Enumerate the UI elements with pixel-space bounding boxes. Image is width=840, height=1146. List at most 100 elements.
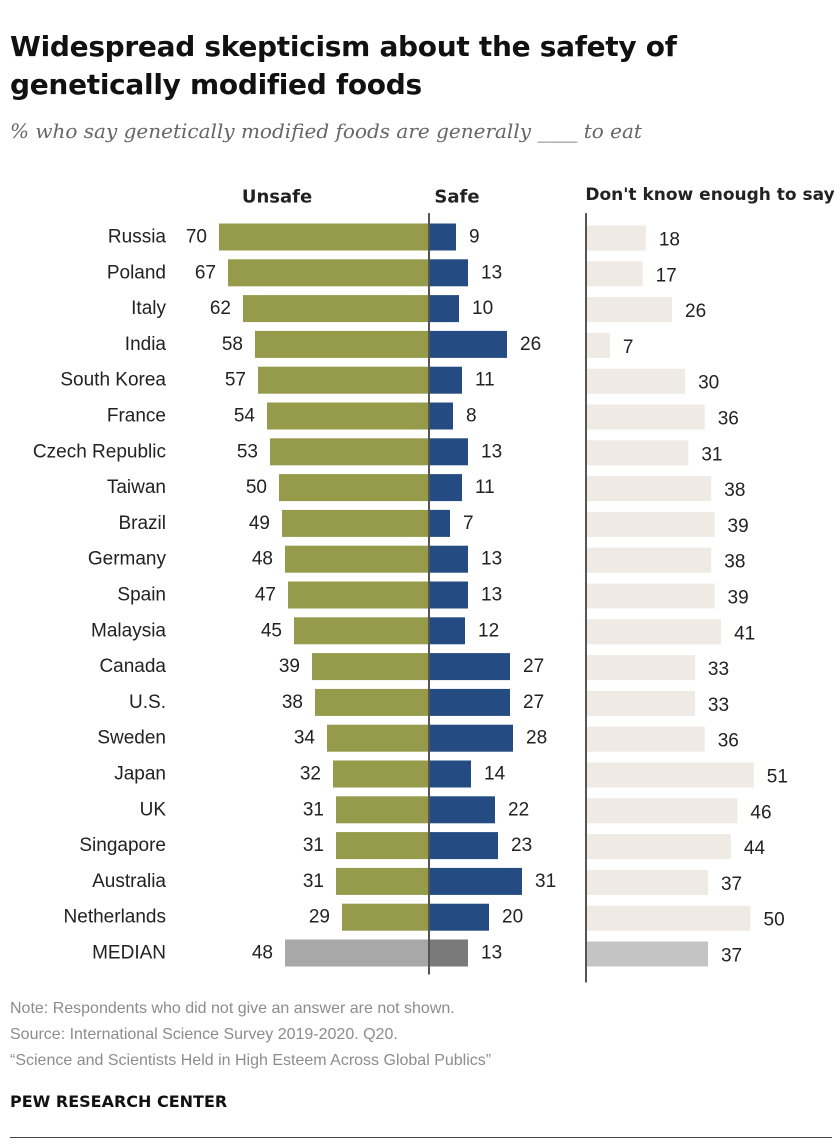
data-label-dont-know: 41 [734, 623, 755, 644]
data-label-dont-know: 46 [750, 802, 771, 823]
bar-safe [429, 545, 468, 573]
data-label-unsafe: 47 [255, 585, 276, 606]
bar-dont-know [587, 655, 695, 681]
data-label-unsafe: 31 [303, 799, 324, 820]
bar-dont-know [587, 404, 705, 430]
bar-unsafe [255, 330, 429, 358]
category-label: U.S. [129, 692, 166, 713]
bar-dont-know [587, 619, 722, 645]
data-label-unsafe: 34 [294, 728, 316, 749]
bar-safe [429, 832, 498, 860]
data-label-safe: 8 [466, 406, 477, 427]
bar-dont-know [587, 726, 705, 752]
data-label-dont-know: 50 [764, 910, 785, 931]
bar-safe [429, 581, 468, 609]
data-label-safe: 27 [523, 656, 544, 677]
data-label-unsafe: 70 [186, 227, 207, 248]
bar-unsafe [288, 581, 429, 609]
bottom-rule [10, 1137, 832, 1138]
data-label-unsafe: 48 [252, 549, 273, 570]
column-header-dont-know: Don't know enough to say [585, 185, 834, 205]
bar-dont-know [587, 869, 708, 895]
data-label-unsafe: 48 [252, 943, 273, 964]
bar-dont-know [587, 690, 695, 716]
bar-dont-know [587, 225, 646, 251]
chart-title: Widespread skepticism about the safety o… [10, 30, 677, 101]
data-label-unsafe: 45 [261, 620, 282, 641]
bar-dont-know [587, 476, 712, 502]
bar-unsafe [258, 366, 429, 394]
bar-safe [429, 653, 510, 681]
bar-dont-know [587, 547, 712, 573]
category-label: Poland [107, 262, 166, 283]
bar-unsafe [327, 724, 429, 752]
bar-safe [429, 295, 459, 323]
data-label-safe: 9 [469, 227, 480, 248]
bar-dont-know [587, 368, 686, 394]
data-label-safe: 14 [484, 764, 506, 785]
bar-unsafe [312, 653, 429, 681]
bar-unsafe [243, 295, 429, 323]
bar-unsafe [228, 259, 429, 287]
bar-safe [429, 223, 456, 251]
bar-unsafe [315, 688, 429, 716]
data-label-safe: 27 [523, 692, 544, 713]
median-bar-safe [429, 939, 468, 967]
data-label-dont-know: 39 [728, 588, 749, 609]
source-text: Source: International Science Survey 201… [10, 1026, 398, 1043]
data-label-unsafe: 29 [309, 907, 330, 928]
data-label-safe: 23 [511, 835, 532, 856]
category-label: Czech Republic [33, 441, 166, 462]
data-label-dont-know: 44 [744, 838, 766, 859]
median-bar-unsafe [285, 939, 429, 967]
data-label-unsafe: 67 [195, 262, 216, 283]
data-label-safe: 7 [463, 513, 474, 534]
data-label-dont-know: 17 [656, 265, 677, 286]
bar-safe [429, 688, 510, 716]
data-label-dont-know: 36 [718, 409, 739, 430]
bar-dont-know [587, 261, 643, 287]
category-label: UK [140, 799, 167, 820]
category-label: Russia [108, 227, 167, 248]
bar-safe [429, 724, 513, 752]
bar-unsafe [270, 438, 429, 466]
data-label-unsafe: 32 [300, 764, 321, 785]
bar-unsafe [294, 617, 429, 645]
bar-safe [429, 867, 522, 895]
data-label-safe: 12 [478, 620, 499, 641]
category-label: Australia [92, 871, 166, 892]
bar-unsafe [333, 760, 429, 788]
data-label-safe: 10 [472, 298, 493, 319]
data-label-dont-know: 26 [685, 301, 706, 322]
bar-dont-know [587, 297, 673, 323]
data-label-dont-know: 18 [659, 230, 680, 251]
notes-block: Note: Respondents who did not give an an… [10, 996, 491, 1074]
category-label: Malaysia [91, 620, 166, 641]
bar-safe [429, 509, 450, 537]
bar-safe [429, 402, 453, 430]
bar-unsafe [336, 832, 429, 860]
data-label-dont-know: 39 [728, 516, 749, 537]
data-label-safe: 20 [502, 907, 523, 928]
category-label: Brazil [118, 513, 166, 534]
bar-safe [429, 617, 465, 645]
data-label-unsafe: 31 [303, 871, 324, 892]
data-label-safe: 13 [481, 441, 502, 462]
bar-unsafe [267, 402, 429, 430]
bar-unsafe [336, 867, 429, 895]
bar-safe [429, 330, 507, 358]
data-label-unsafe: 38 [282, 692, 303, 713]
data-label-safe: 11 [475, 477, 495, 498]
data-label-unsafe: 54 [234, 406, 256, 427]
bar-unsafe [282, 509, 429, 537]
chart-subtitle: % who say genetically modified foods are… [10, 119, 642, 143]
data-label-dont-know: 7 [623, 337, 634, 358]
bar-safe [429, 903, 489, 931]
data-label-dont-know: 38 [724, 552, 745, 573]
category-label: Germany [88, 549, 167, 570]
data-label-unsafe: 53 [237, 441, 258, 462]
column-header-safe: Safe [434, 187, 479, 208]
bar-safe [429, 760, 471, 788]
bar-dont-know [587, 798, 738, 824]
bar-dont-know [587, 440, 689, 466]
